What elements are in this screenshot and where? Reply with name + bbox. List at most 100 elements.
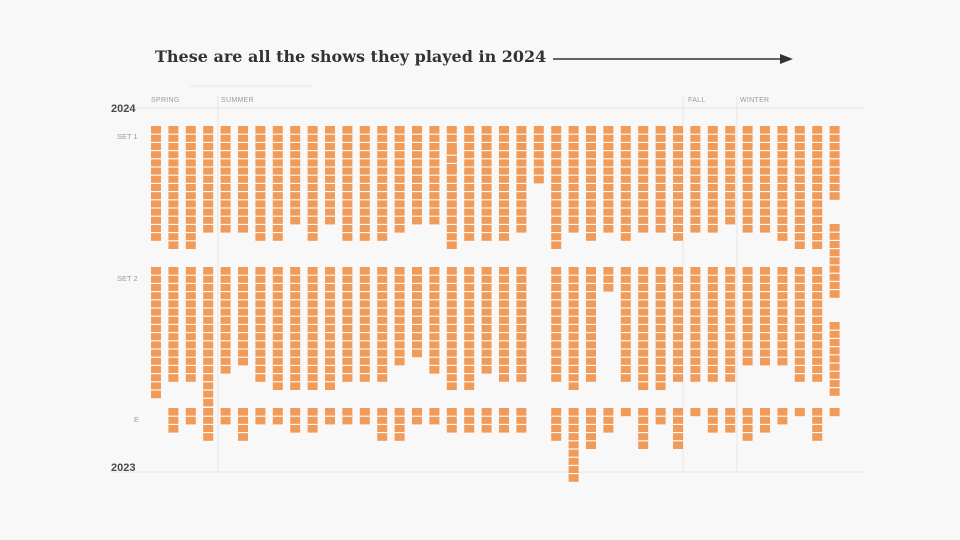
show-35-encore-stack <box>742 408 753 441</box>
show-22-set1-stack <box>516 126 527 233</box>
show-13-set2-stack <box>359 267 370 382</box>
show-33-set1-stack <box>707 126 718 233</box>
show-bars <box>151 126 840 482</box>
show-36-set2-stack <box>760 267 770 366</box>
show-26-set1-stack <box>586 126 596 241</box>
show-27-encore-stack <box>603 408 614 433</box>
show-11-set2-stack <box>325 267 335 390</box>
show-6-encore-stack <box>238 408 248 441</box>
show-13-set1-stack <box>359 126 370 241</box>
show-20-encore-bar <box>481 408 492 433</box>
show-34-encore-bar <box>725 408 736 433</box>
show-4-encore-stack <box>203 408 214 441</box>
show-15-set1-stack <box>394 126 405 233</box>
show-27-set2-bar <box>603 267 614 292</box>
show-10-set1-stack <box>307 126 318 241</box>
show-21-set1-stack <box>499 126 509 241</box>
show-29-encore-stack <box>638 408 649 449</box>
show-30-set2-stack <box>655 267 666 390</box>
show-17-set2-bar <box>429 267 440 374</box>
show-21-encore-bar <box>499 408 509 433</box>
show-9-encore-bar <box>290 408 301 433</box>
show-4-set2-stack <box>203 267 214 407</box>
show-38-encore-bar <box>794 408 805 417</box>
show-32-set2-stack <box>690 267 701 382</box>
season-label-summer: SUMMER <box>221 97 254 104</box>
show-35-set2-stack <box>742 267 753 366</box>
show-39-set2-stack <box>812 267 823 382</box>
show-10-set2-stack <box>307 267 318 390</box>
show-26-encore-stack <box>586 408 596 449</box>
show-22-encore-stack <box>516 408 527 433</box>
show-18-encore-bar <box>446 408 457 433</box>
show-26-encore-bar <box>586 408 596 449</box>
show-34-encore-stack <box>725 408 736 433</box>
show-3-set1-stack <box>185 126 196 249</box>
show-40-set2-stack <box>829 322 840 396</box>
show-17-set1-stack <box>429 126 440 225</box>
show-18-set2-bar <box>446 267 457 390</box>
show-34-set2-stack <box>725 267 736 382</box>
show-39-encore-stack <box>812 408 823 441</box>
show-4-set2-bar <box>203 267 214 407</box>
show-2-set1-stack <box>168 126 179 249</box>
show-33-encore-stack <box>707 408 718 433</box>
show-38-encore-stack <box>794 408 805 417</box>
show-7-encore-stack <box>255 408 266 425</box>
show-32-set1-bar <box>690 126 701 233</box>
show-22-encore-bar <box>516 408 527 433</box>
show-33-set2-stack <box>707 267 718 382</box>
show-2-set1-bar <box>168 126 179 249</box>
show-13-encore-stack <box>359 408 370 425</box>
show-28-set1-stack <box>620 126 631 241</box>
show-16-set1-stack <box>412 126 422 225</box>
show-14-set2-stack <box>377 267 388 382</box>
show-3-encore-stack <box>185 408 196 425</box>
season-label-winter: WINTER <box>740 97 769 104</box>
show-14-set1-stack <box>377 126 388 241</box>
show-28-set2-stack <box>620 267 631 382</box>
show-40-encore-stack <box>829 408 840 417</box>
show-36-set1-bar <box>760 126 770 233</box>
show-8-set2-stack <box>272 267 283 390</box>
show-5-set1-stack <box>220 126 231 233</box>
show-2-set2-stack <box>168 267 179 382</box>
year-label-top: 2024 <box>111 103 136 115</box>
show-35-set1-bar <box>742 126 753 233</box>
show-29-encore-bar <box>638 408 649 449</box>
show-32-encore-bar <box>690 408 701 417</box>
show-6-set2-stack <box>238 267 248 366</box>
show-16-encore-stack <box>412 408 422 425</box>
show-40-set1-bar <box>829 126 840 200</box>
show-36-encore-bar <box>760 408 770 433</box>
show-38-set1-stack <box>794 126 805 249</box>
show-25-set2-bar <box>568 267 579 390</box>
show-8-encore-stack <box>272 408 283 425</box>
show-5-set1-bar <box>220 126 231 233</box>
show-36-encore-stack <box>760 408 770 433</box>
show-12-set2-stack <box>342 267 353 382</box>
show-8-set1-stack <box>272 126 283 241</box>
show-14-encore-stack <box>377 408 388 441</box>
show-19-encore-bar <box>464 408 475 433</box>
show-2-encore-bar <box>168 408 179 433</box>
show-34-set1-stack <box>725 126 736 225</box>
show-38-set2-stack <box>794 267 805 382</box>
show-20-set1-stack <box>481 126 492 241</box>
show-24-encore-stack <box>551 408 562 441</box>
show-40-set2-stack <box>829 224 840 298</box>
show-30-encore-stack <box>655 408 666 425</box>
show-5-set2-stack <box>220 267 231 374</box>
show-5-encore-stack <box>220 408 231 425</box>
show-31-encore-stack <box>673 408 683 449</box>
show-8-set2-bar <box>272 267 283 390</box>
show-20-set2-stack <box>481 267 492 374</box>
show-15-encore-stack <box>394 408 405 441</box>
show-7-set1-stack <box>255 126 266 241</box>
show-40-set1-stack <box>829 126 840 200</box>
show-25-set1-stack <box>568 126 579 233</box>
show-10-encore-stack <box>307 408 318 433</box>
show-37-set1-stack <box>777 126 788 241</box>
show-19-set1-stack <box>464 126 475 241</box>
show-29-set2-bar <box>638 267 649 390</box>
